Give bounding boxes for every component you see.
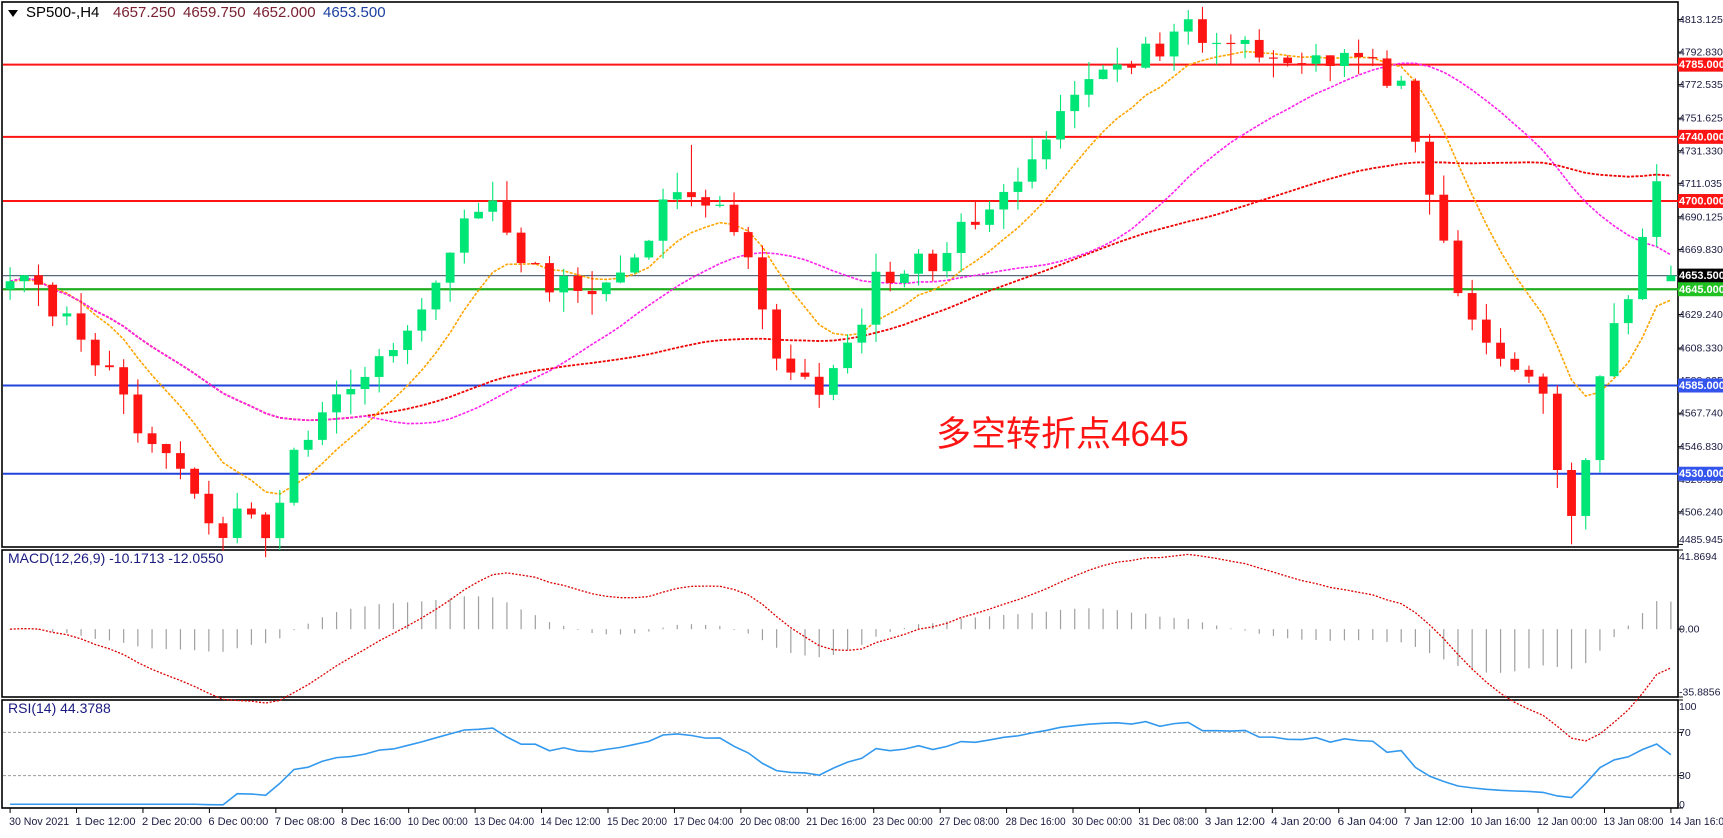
svg-text:4700.000: 4700.000 [1679, 196, 1723, 208]
svg-text:6 Dec 00:00: 6 Dec 00:00 [208, 816, 268, 828]
svg-text:30 Dec 00:00: 30 Dec 00:00 [1072, 816, 1132, 828]
svg-text:4 Jan 20:00: 4 Jan 20:00 [1271, 816, 1331, 828]
svg-text:21 Dec 16:00: 21 Dec 16:00 [806, 816, 866, 828]
svg-text:14 Jan 16:00: 14 Jan 16:00 [1670, 816, 1723, 828]
svg-text:4546.830: 4546.830 [1679, 441, 1723, 453]
svg-text:4567.740: 4567.740 [1679, 408, 1723, 420]
svg-text:RSI(14) 44.3788: RSI(14) 44.3788 [8, 700, 111, 716]
svg-text:23 Dec 00:00: 23 Dec 00:00 [873, 816, 933, 828]
svg-text:4653.500: 4653.500 [1679, 270, 1723, 282]
svg-text:8 Dec 16:00: 8 Dec 16:00 [341, 816, 401, 828]
svg-text:17 Dec 04:00: 17 Dec 04:00 [673, 816, 733, 828]
svg-text:4785.000: 4785.000 [1679, 59, 1723, 71]
svg-text:4608.330: 4608.330 [1679, 343, 1723, 355]
svg-text:4645.000: 4645.000 [1679, 284, 1723, 296]
svg-text:27 Dec 08:00: 27 Dec 08:00 [939, 816, 999, 828]
svg-text:4652.000: 4652.000 [253, 4, 316, 21]
svg-text:14 Dec 12:00: 14 Dec 12:00 [541, 816, 601, 828]
svg-text:30 Nov 2021: 30 Nov 2021 [9, 816, 69, 828]
svg-text:30: 30 [1679, 770, 1691, 782]
svg-text:SP500-,H4: SP500-,H4 [26, 4, 99, 21]
svg-text:4585.000: 4585.000 [1679, 380, 1723, 392]
svg-text:70: 70 [1679, 727, 1691, 739]
svg-text:41.8694: 41.8694 [1679, 551, 1717, 563]
svg-text:13 Jan 08:00: 13 Jan 08:00 [1603, 816, 1663, 828]
svg-text:3 Jan 12:00: 3 Jan 12:00 [1205, 816, 1265, 828]
svg-text:MACD(12,26,9) -10.1713 -12.055: MACD(12,26,9) -10.1713 -12.0550 [8, 550, 224, 566]
svg-text:4690.125: 4690.125 [1679, 211, 1723, 223]
svg-text:1 Dec 12:00: 1 Dec 12:00 [76, 816, 136, 828]
svg-text:0.00: 0.00 [1679, 624, 1700, 636]
svg-text:多空转折点4645: 多空转折点4645 [936, 415, 1189, 454]
svg-text:4751.625: 4751.625 [1679, 113, 1723, 125]
svg-text:4669.830: 4669.830 [1679, 244, 1723, 256]
svg-text:10 Dec 00:00: 10 Dec 00:00 [408, 816, 468, 828]
svg-text:20 Dec 08:00: 20 Dec 08:00 [740, 816, 800, 828]
svg-text:31 Dec 08:00: 31 Dec 08:00 [1138, 816, 1198, 828]
svg-text:4657.250: 4657.250 [113, 4, 176, 21]
svg-text:4629.240: 4629.240 [1679, 309, 1723, 321]
svg-text:4740.000: 4740.000 [1679, 131, 1723, 143]
svg-text:12 Jan 00:00: 12 Jan 00:00 [1537, 816, 1597, 828]
svg-text:7 Jan 12:00: 7 Jan 12:00 [1404, 816, 1464, 828]
svg-text:4731.330: 4731.330 [1679, 145, 1723, 157]
svg-text:15 Dec 20:00: 15 Dec 20:00 [607, 816, 667, 828]
svg-text:4813.125: 4813.125 [1679, 14, 1723, 26]
svg-text:4485.945: 4485.945 [1679, 534, 1723, 546]
svg-text:2 Dec 20:00: 2 Dec 20:00 [142, 816, 202, 828]
svg-text:10 Jan 16:00: 10 Jan 16:00 [1471, 816, 1531, 828]
svg-text:4506.240: 4506.240 [1679, 506, 1723, 518]
svg-text:4653.500: 4653.500 [323, 4, 386, 21]
svg-text:4792.830: 4792.830 [1679, 47, 1723, 59]
svg-text:0: 0 [1679, 799, 1685, 811]
svg-text:-35.8856: -35.8856 [1679, 687, 1721, 699]
svg-text:13 Dec 04:00: 13 Dec 04:00 [474, 816, 534, 828]
svg-text:4659.750: 4659.750 [183, 4, 246, 21]
svg-text:6 Jan 04:00: 6 Jan 04:00 [1338, 816, 1398, 828]
svg-text:7 Dec 08:00: 7 Dec 08:00 [275, 816, 335, 828]
svg-text:4711.035: 4711.035 [1679, 178, 1722, 190]
svg-text:4772.535: 4772.535 [1679, 79, 1723, 91]
svg-text:28 Dec 16:00: 28 Dec 16:00 [1006, 816, 1066, 828]
svg-text:4530.000: 4530.000 [1679, 468, 1723, 480]
svg-text:100: 100 [1679, 701, 1697, 713]
